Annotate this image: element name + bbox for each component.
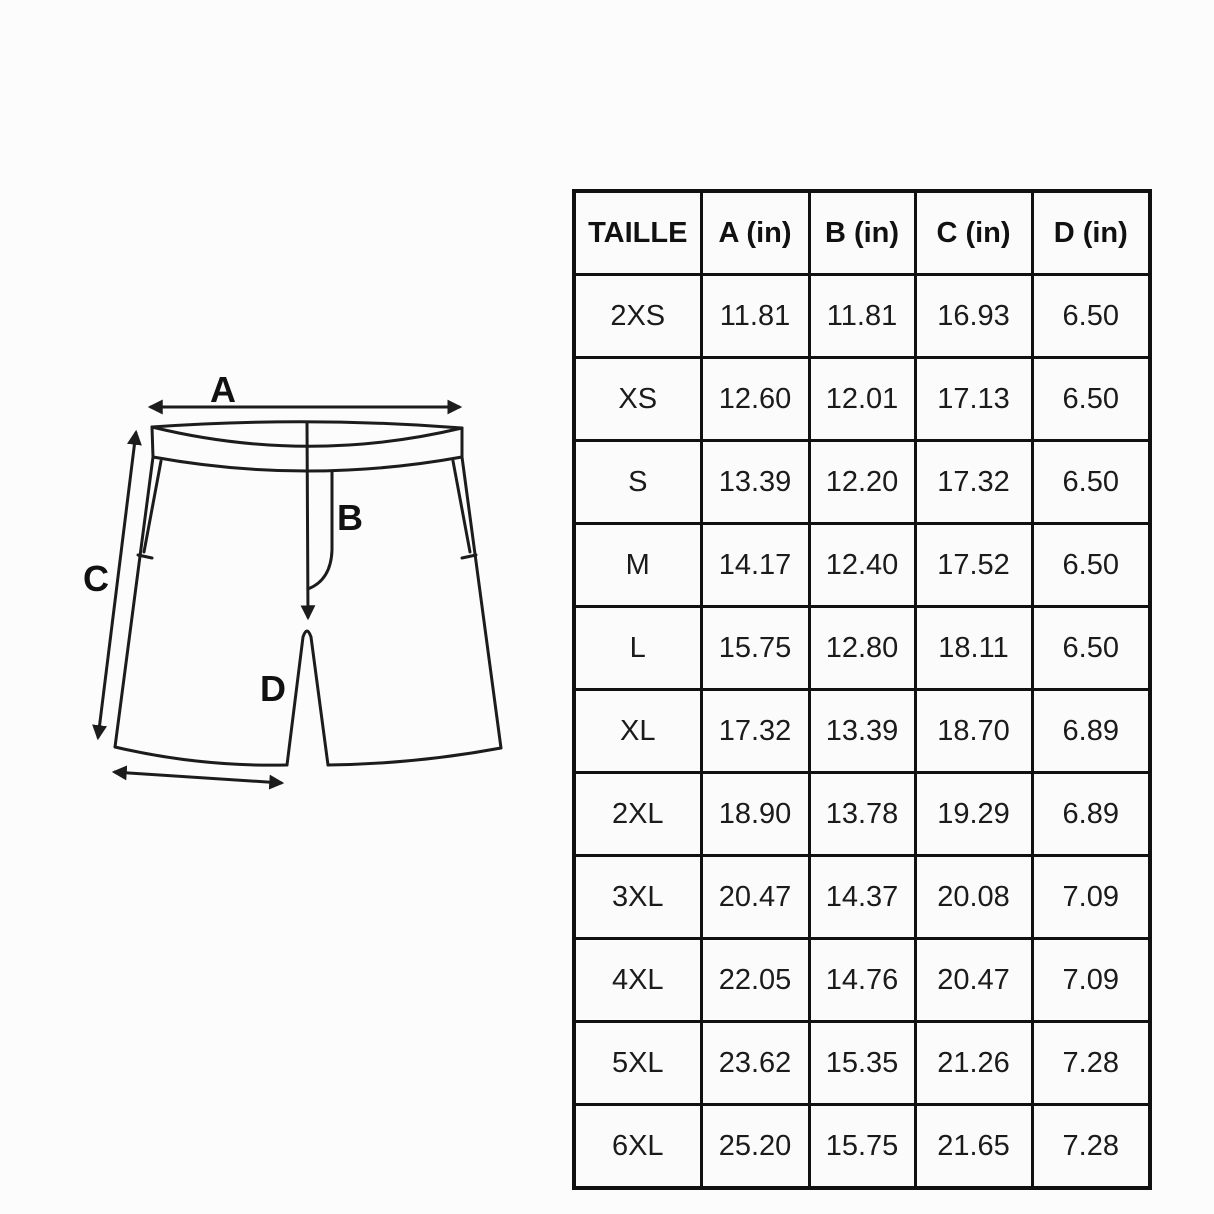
measurement-cell: 14.17 bbox=[699, 522, 811, 608]
measurement-cell: 6.50 bbox=[1030, 356, 1152, 442]
measurement-cell: 7.09 bbox=[1030, 854, 1152, 940]
measurement-cell: 12.80 bbox=[807, 605, 917, 691]
size-cell: 4XL bbox=[572, 937, 703, 1023]
measurement-cell: 13.78 bbox=[807, 771, 917, 857]
measurement-cell: 21.65 bbox=[913, 1103, 1034, 1190]
label-d: D bbox=[260, 668, 286, 709]
table-row: XS 12.60 12.01 17.13 6.50 bbox=[572, 356, 1152, 442]
measurement-cell: 6.89 bbox=[1030, 688, 1152, 774]
measurement-cell: 12.40 bbox=[807, 522, 917, 608]
label-b: B bbox=[337, 497, 363, 538]
left-side-seam bbox=[113, 455, 155, 749]
measurement-cell: 20.47 bbox=[699, 854, 811, 940]
column-header: A (in) bbox=[699, 189, 811, 276]
right-side-seam bbox=[460, 455, 503, 750]
measurement-cell: 11.81 bbox=[699, 273, 811, 359]
measurement-cell: 19.29 bbox=[913, 771, 1034, 857]
measurement-cell: 21.26 bbox=[913, 1020, 1034, 1106]
table-body: 2XS 11.81 11.81 16.93 6.50 XS 12.60 12.01 17.13 6… bbox=[572, 273, 1152, 1190]
measurement-cell: 14.76 bbox=[807, 937, 917, 1023]
measurement-cell: 25.20 bbox=[699, 1103, 811, 1190]
measure-b-arrow-icon bbox=[300, 421, 316, 621]
size-cell: S bbox=[572, 439, 703, 525]
measurement-cell: 12.01 bbox=[807, 356, 917, 442]
column-header: B (in) bbox=[807, 189, 917, 276]
measurement-cell: 6.50 bbox=[1030, 522, 1152, 608]
table-row: 4XL 22.05 14.76 20.47 7.09 bbox=[572, 937, 1152, 1023]
table-row: 2XS 11.81 11.81 16.93 6.50 bbox=[572, 273, 1152, 359]
measurement-arrows bbox=[92, 399, 463, 790]
header-row: TAILLE A (in) B (in) C (in) D (in) bbox=[572, 189, 1152, 276]
table-row: 3XL 20.47 14.37 20.08 7.09 bbox=[572, 854, 1152, 940]
waist-front-edge bbox=[150, 420, 464, 430]
size-cell: M bbox=[572, 522, 703, 608]
size-cell: L bbox=[572, 605, 703, 691]
measurement-cell: 18.70 bbox=[913, 688, 1034, 774]
table-row: S 13.39 12.20 17.32 6.50 bbox=[572, 439, 1152, 525]
right-leg-hem bbox=[326, 746, 503, 767]
table-row: 2XL 18.90 13.78 19.29 6.89 bbox=[572, 771, 1152, 857]
label-c: C bbox=[83, 558, 109, 599]
right-pocket-tick bbox=[460, 553, 478, 560]
measurement-cell: 13.39 bbox=[807, 688, 917, 774]
measurement-cell: 15.75 bbox=[807, 1103, 917, 1190]
measurement-labels: A B C D bbox=[83, 369, 363, 709]
measure-d-arrow-icon bbox=[111, 765, 285, 790]
table-row: 5XL 23.62 15.35 21.26 7.28 bbox=[572, 1020, 1152, 1106]
measurement-cell: 20.08 bbox=[913, 854, 1034, 940]
column-header: D (in) bbox=[1030, 189, 1152, 276]
measurement-cell: 6.50 bbox=[1030, 605, 1152, 691]
inner-legs bbox=[285, 629, 330, 767]
measurement-cell: 23.62 bbox=[699, 1020, 811, 1106]
size-cell: XL bbox=[572, 688, 703, 774]
measurement-cell: 7.09 bbox=[1030, 937, 1152, 1023]
size-cell: 5XL bbox=[572, 1020, 703, 1106]
size-cell: XS bbox=[572, 356, 703, 442]
label-a: A bbox=[210, 369, 236, 410]
column-header: C (in) bbox=[913, 189, 1034, 276]
size-chart-table: TAILLE A (in) B (in) C (in) D (in) 2XS 11.81 1… bbox=[572, 189, 1152, 1190]
waistband-left-end bbox=[150, 425, 155, 459]
left-leg-hem bbox=[113, 745, 289, 767]
left-pocket-line bbox=[142, 459, 163, 554]
column-header: TAILLE bbox=[572, 189, 703, 276]
measure-c-arrow-icon bbox=[92, 429, 142, 741]
size-cell: 2XL bbox=[572, 771, 703, 857]
table-row: L 15.75 12.80 18.11 6.50 bbox=[572, 605, 1152, 691]
measurement-cell: 17.52 bbox=[913, 522, 1034, 608]
measurement-cell: 7.28 bbox=[1030, 1103, 1152, 1190]
measurement-cell: 20.47 bbox=[913, 937, 1034, 1023]
shorts-diagram: A B C D bbox=[83, 369, 503, 790]
measurement-cell: 14.37 bbox=[807, 854, 917, 940]
measurement-cell: 11.81 bbox=[807, 273, 917, 359]
table-row: 6XL 25.20 15.75 21.65 7.28 bbox=[572, 1103, 1152, 1190]
measurement-cell: 6.50 bbox=[1030, 273, 1152, 359]
measurement-cell: 17.13 bbox=[913, 356, 1034, 442]
measurement-cell: 22.05 bbox=[699, 937, 811, 1023]
fly-seam bbox=[306, 469, 334, 591]
measurement-cell: 13.39 bbox=[699, 439, 811, 525]
table-row: M 14.17 12.40 17.52 6.50 bbox=[572, 522, 1152, 608]
size-cell: 3XL bbox=[572, 854, 703, 940]
right-pocket-line bbox=[451, 459, 472, 554]
measurement-cell: 17.32 bbox=[699, 688, 811, 774]
measurement-cell: 15.35 bbox=[807, 1020, 917, 1106]
measurement-cell: 15.75 bbox=[699, 605, 811, 691]
table-row: XL 17.32 13.39 18.70 6.89 bbox=[572, 688, 1152, 774]
measurement-cell: 12.60 bbox=[699, 356, 811, 442]
measurement-cell: 6.89 bbox=[1030, 771, 1152, 857]
measurement-cell: 16.93 bbox=[913, 273, 1034, 359]
measurement-cell: 18.11 bbox=[913, 605, 1034, 691]
measurement-cell: 18.90 bbox=[699, 771, 811, 857]
measurement-cell: 6.50 bbox=[1030, 439, 1152, 525]
size-cell: 6XL bbox=[572, 1103, 703, 1190]
size-cell: 2XS bbox=[572, 273, 703, 359]
measurement-cell: 17.32 bbox=[913, 439, 1034, 525]
measurement-cell: 12.20 bbox=[807, 439, 917, 525]
measurement-cell: 7.28 bbox=[1030, 1020, 1152, 1106]
